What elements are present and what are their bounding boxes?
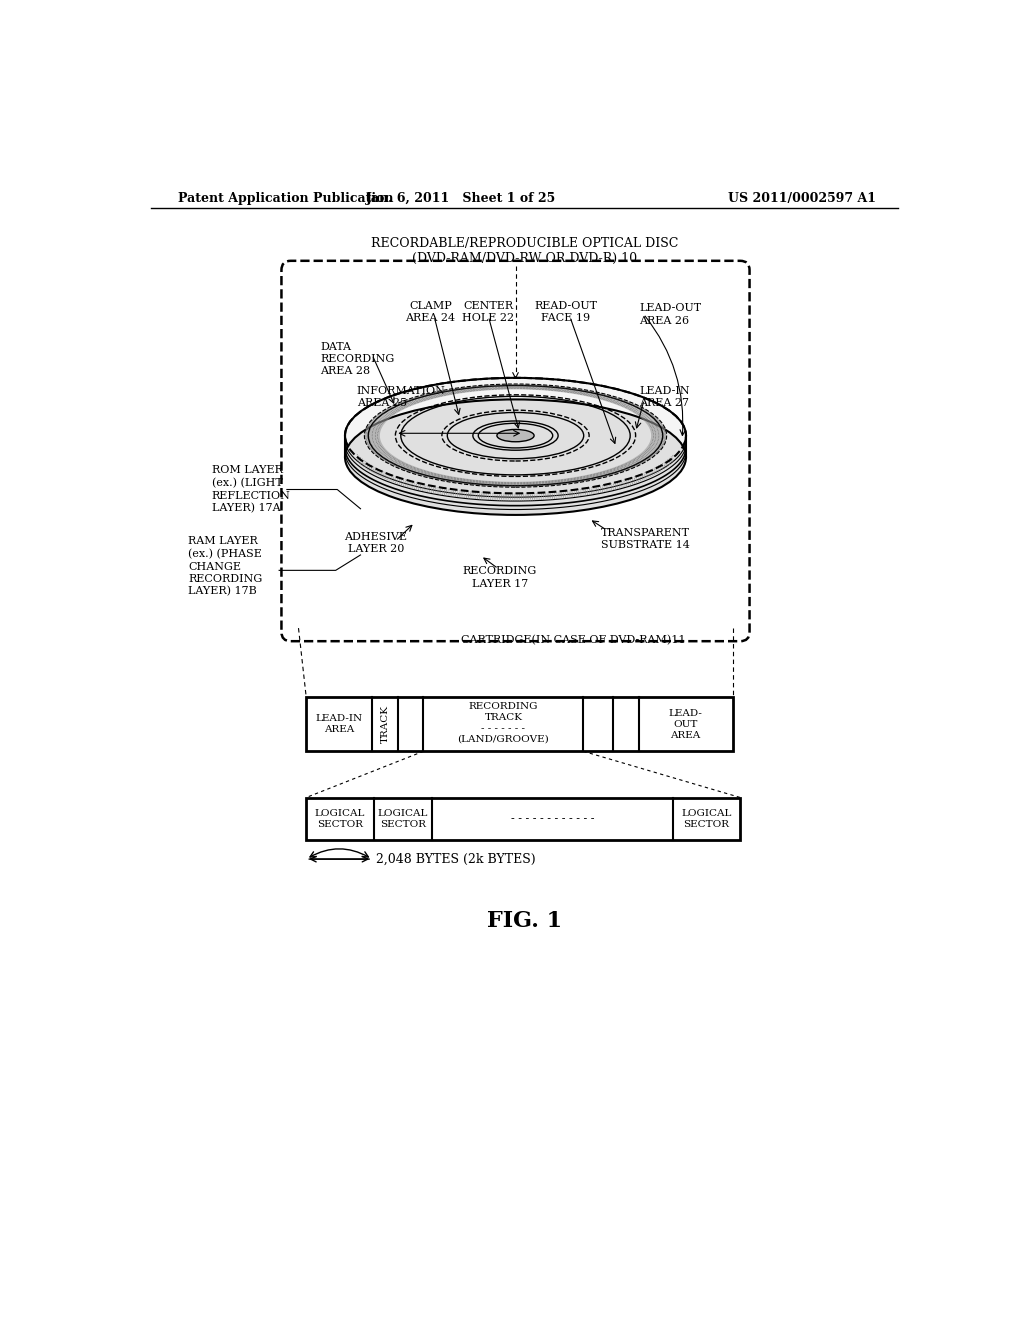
- Text: RECORDING
TRACK: RECORDING TRACK: [469, 702, 539, 722]
- Text: ROM LAYER
(ex.) (LIGHT
REFLECTION
LAYER) 17A: ROM LAYER (ex.) (LIGHT REFLECTION LAYER)…: [212, 466, 291, 513]
- Text: READ-OUT
FACE 19: READ-OUT FACE 19: [535, 301, 597, 323]
- Text: - - - - - - - - - - - -: - - - - - - - - - - - -: [511, 813, 594, 824]
- Text: Patent Application Publication: Patent Application Publication: [178, 191, 394, 205]
- Ellipse shape: [345, 378, 686, 494]
- Text: LOGICAL
SECTOR: LOGICAL SECTOR: [681, 809, 732, 829]
- Text: INFORMATION
AREA 25: INFORMATION AREA 25: [356, 385, 445, 408]
- Text: CLAMP
AREA 24: CLAMP AREA 24: [406, 301, 456, 323]
- Polygon shape: [365, 384, 667, 487]
- Text: LEAD-IN
AREA: LEAD-IN AREA: [315, 714, 362, 734]
- Bar: [306, 797, 740, 840]
- Text: LEAD-IN
AREA 27: LEAD-IN AREA 27: [640, 385, 690, 408]
- Text: (LAND/GROOVE): (LAND/GROOVE): [458, 734, 549, 743]
- Text: FIG. 1: FIG. 1: [487, 909, 562, 932]
- Text: ADHESIVE
LAYER 20: ADHESIVE LAYER 20: [344, 532, 408, 554]
- Text: 2,048 BYTES (2k BYTES): 2,048 BYTES (2k BYTES): [376, 853, 536, 866]
- Text: TRANSPARENT
SUBSTRATE 14: TRANSPARENT SUBSTRATE 14: [601, 528, 690, 550]
- Text: DATA
RECORDING
AREA 28: DATA RECORDING AREA 28: [321, 342, 394, 376]
- Text: RECORDABLE/REPRODUCIBLE OPTICAL DISC: RECORDABLE/REPRODUCIBLE OPTICAL DISC: [371, 236, 679, 249]
- Text: - - - - - - -: - - - - - - -: [481, 723, 525, 733]
- Ellipse shape: [497, 429, 535, 442]
- Text: Jan. 6, 2011   Sheet 1 of 25: Jan. 6, 2011 Sheet 1 of 25: [367, 191, 556, 205]
- Text: US 2011/0002597 A1: US 2011/0002597 A1: [728, 191, 877, 205]
- Bar: [306, 697, 732, 751]
- Text: (DVD-RAM/DVD-RW OR DVD-R) 10: (DVD-RAM/DVD-RW OR DVD-R) 10: [413, 252, 637, 265]
- Text: LEAD-
OUT
AREA: LEAD- OUT AREA: [669, 709, 702, 741]
- Text: RECORDING
LAYER 17: RECORDING LAYER 17: [463, 566, 538, 589]
- Text: CARTRIDGE(IN CASE OF DVD-RAM)11: CARTRIDGE(IN CASE OF DVD-RAM)11: [461, 635, 686, 644]
- Text: LOGICAL
SECTOR: LOGICAL SECTOR: [378, 809, 428, 829]
- Text: LOGICAL
SECTOR: LOGICAL SECTOR: [314, 809, 366, 829]
- Text: CENTER
HOLE 22: CENTER HOLE 22: [462, 301, 514, 323]
- Text: LEAD-OUT
AREA 26: LEAD-OUT AREA 26: [640, 304, 701, 326]
- Text: RAM LAYER
(ex.) (PHASE
CHANGE
RECORDING
LAYER) 17B: RAM LAYER (ex.) (PHASE CHANGE RECORDING …: [188, 536, 263, 597]
- Ellipse shape: [345, 400, 686, 515]
- FancyBboxPatch shape: [282, 261, 750, 642]
- Text: TRACK: TRACK: [381, 705, 389, 743]
